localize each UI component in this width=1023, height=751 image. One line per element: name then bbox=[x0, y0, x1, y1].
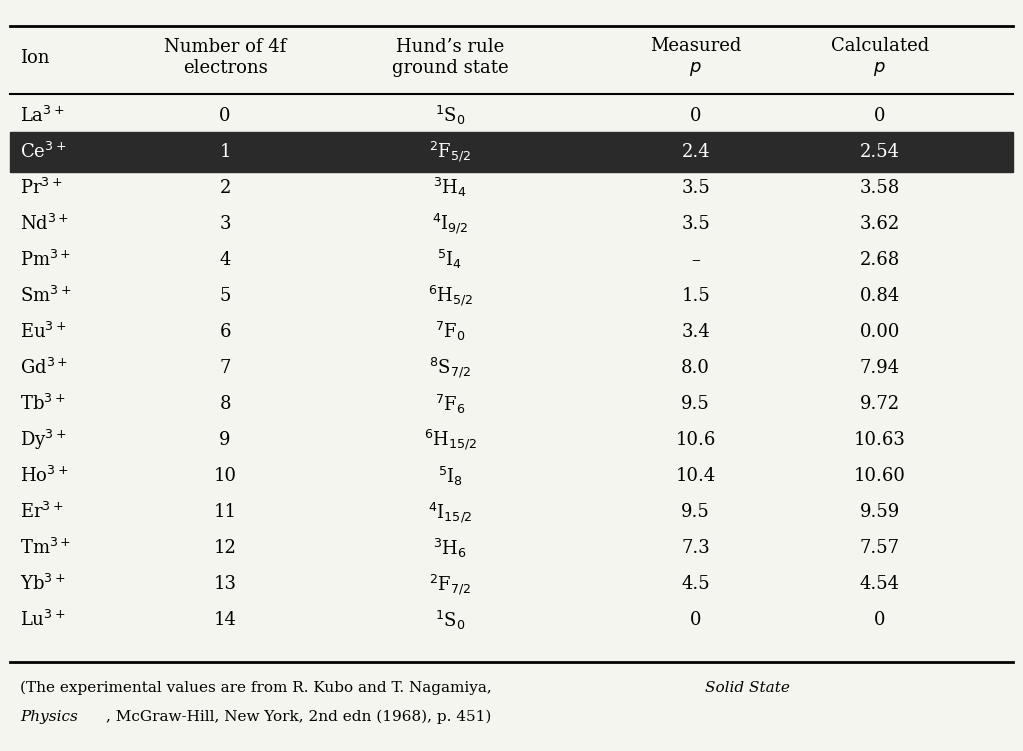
Text: 6: 6 bbox=[219, 323, 231, 341]
Text: 7: 7 bbox=[219, 359, 231, 377]
Text: 12: 12 bbox=[214, 539, 236, 557]
Text: Number of 4f
electrons: Number of 4f electrons bbox=[164, 38, 286, 77]
Text: 0: 0 bbox=[690, 611, 702, 629]
Text: Gd$^{3+}$: Gd$^{3+}$ bbox=[20, 358, 69, 378]
Text: $^{7}$F$_{0}$: $^{7}$F$_{0}$ bbox=[435, 321, 465, 343]
Text: 0.00: 0.00 bbox=[859, 323, 900, 341]
Text: 14: 14 bbox=[214, 611, 236, 629]
Text: –: – bbox=[692, 251, 700, 269]
Text: Pr$^{3+}$: Pr$^{3+}$ bbox=[20, 178, 63, 198]
Text: 9.5: 9.5 bbox=[681, 503, 710, 521]
Text: 1: 1 bbox=[219, 143, 231, 161]
Text: 2.4: 2.4 bbox=[681, 143, 710, 161]
Text: $^{1}$S$_{0}$: $^{1}$S$_{0}$ bbox=[435, 609, 465, 632]
Text: 10.63: 10.63 bbox=[854, 431, 905, 449]
Text: Sm$^{3+}$: Sm$^{3+}$ bbox=[20, 286, 72, 306]
Text: $^{2}$F$_{7/2}$: $^{2}$F$_{7/2}$ bbox=[430, 572, 471, 596]
Text: 3.62: 3.62 bbox=[859, 215, 900, 233]
Text: 5: 5 bbox=[219, 287, 231, 305]
Text: 3.58: 3.58 bbox=[859, 179, 900, 197]
Text: Ion: Ion bbox=[20, 49, 50, 67]
Text: Solid State: Solid State bbox=[705, 681, 790, 695]
Text: $^{4}$I$_{15/2}$: $^{4}$I$_{15/2}$ bbox=[428, 500, 473, 524]
Text: $^{6}$H$_{5/2}$: $^{6}$H$_{5/2}$ bbox=[428, 284, 473, 308]
Text: $^{6}$H$_{15/2}$: $^{6}$H$_{15/2}$ bbox=[424, 428, 477, 452]
Text: 10.4: 10.4 bbox=[675, 467, 716, 485]
Text: $^{7}$F$_{6}$: $^{7}$F$_{6}$ bbox=[435, 393, 465, 415]
Text: 3.5: 3.5 bbox=[681, 179, 710, 197]
Text: Lu$^{3+}$: Lu$^{3+}$ bbox=[20, 611, 65, 630]
Text: Ce$^{3+}$: Ce$^{3+}$ bbox=[20, 142, 66, 161]
Text: 9.72: 9.72 bbox=[859, 395, 900, 413]
Text: Hund’s rule
ground state: Hund’s rule ground state bbox=[392, 38, 508, 77]
Text: 2.54: 2.54 bbox=[859, 143, 900, 161]
Text: Physics: Physics bbox=[20, 710, 79, 724]
Text: $^{2}$F$_{5/2}$: $^{2}$F$_{5/2}$ bbox=[430, 140, 471, 164]
Text: 3: 3 bbox=[219, 215, 231, 233]
Text: La$^{3+}$: La$^{3+}$ bbox=[20, 106, 65, 125]
Text: Yb$^{3+}$: Yb$^{3+}$ bbox=[20, 575, 65, 594]
Text: 11: 11 bbox=[214, 503, 236, 521]
Text: 0.84: 0.84 bbox=[859, 287, 900, 305]
Text: Dy$^{3+}$: Dy$^{3+}$ bbox=[20, 428, 66, 452]
Text: 0: 0 bbox=[219, 107, 231, 125]
Text: 3.5: 3.5 bbox=[681, 215, 710, 233]
Text: $^{4}$I$_{9/2}$: $^{4}$I$_{9/2}$ bbox=[432, 212, 469, 236]
Text: 10.60: 10.60 bbox=[854, 467, 905, 485]
Text: Er$^{3+}$: Er$^{3+}$ bbox=[20, 502, 64, 522]
Text: 0: 0 bbox=[874, 611, 886, 629]
Text: $^{3}$H$_{4}$: $^{3}$H$_{4}$ bbox=[433, 176, 468, 199]
Text: Ho$^{3+}$: Ho$^{3+}$ bbox=[20, 466, 69, 486]
Text: 10: 10 bbox=[214, 467, 236, 485]
Text: 0: 0 bbox=[690, 107, 702, 125]
Text: 13: 13 bbox=[214, 575, 236, 593]
Text: 2: 2 bbox=[219, 179, 231, 197]
Text: Pm$^{3+}$: Pm$^{3+}$ bbox=[20, 250, 72, 270]
Text: , McGraw-Hill, New York, 2nd edn (1968), p. 451): , McGraw-Hill, New York, 2nd edn (1968),… bbox=[106, 710, 492, 724]
Text: $^{8}$S$_{7/2}$: $^{8}$S$_{7/2}$ bbox=[430, 356, 471, 380]
Bar bbox=[10, 132, 1013, 171]
Text: Calculated
$p$: Calculated $p$ bbox=[831, 38, 929, 78]
Text: Eu$^{3+}$: Eu$^{3+}$ bbox=[20, 322, 68, 342]
Text: 4.5: 4.5 bbox=[681, 575, 710, 593]
Text: $^{5}$I$_{8}$: $^{5}$I$_{8}$ bbox=[438, 465, 462, 487]
Text: 7.57: 7.57 bbox=[859, 539, 900, 557]
Text: 8.0: 8.0 bbox=[681, 359, 710, 377]
Text: (The experimental values are from R. Kubo and T. Nagamiya,: (The experimental values are from R. Kub… bbox=[20, 681, 497, 695]
Text: 1.5: 1.5 bbox=[681, 287, 710, 305]
Text: Measured
$p$: Measured $p$ bbox=[650, 38, 742, 78]
Text: 8: 8 bbox=[219, 395, 231, 413]
Text: 9: 9 bbox=[219, 431, 231, 449]
Text: 9.5: 9.5 bbox=[681, 395, 710, 413]
Text: 9.59: 9.59 bbox=[859, 503, 900, 521]
Text: $^{1}$S$_{0}$: $^{1}$S$_{0}$ bbox=[435, 104, 465, 127]
Text: $^{5}$I$_{4}$: $^{5}$I$_{4}$ bbox=[438, 249, 462, 271]
Text: 2.68: 2.68 bbox=[859, 251, 900, 269]
Text: 0: 0 bbox=[874, 107, 886, 125]
Text: Nd$^{3+}$: Nd$^{3+}$ bbox=[20, 214, 70, 234]
Text: $^{3}$H$_{6}$: $^{3}$H$_{6}$ bbox=[433, 537, 468, 559]
Text: 4: 4 bbox=[219, 251, 231, 269]
Text: 7.3: 7.3 bbox=[681, 539, 710, 557]
Text: Tm$^{3+}$: Tm$^{3+}$ bbox=[20, 538, 72, 558]
Text: 7.94: 7.94 bbox=[859, 359, 900, 377]
Text: 10.6: 10.6 bbox=[675, 431, 716, 449]
Text: 4.54: 4.54 bbox=[859, 575, 900, 593]
Text: Tb$^{3+}$: Tb$^{3+}$ bbox=[20, 394, 65, 414]
Text: 3.4: 3.4 bbox=[681, 323, 710, 341]
